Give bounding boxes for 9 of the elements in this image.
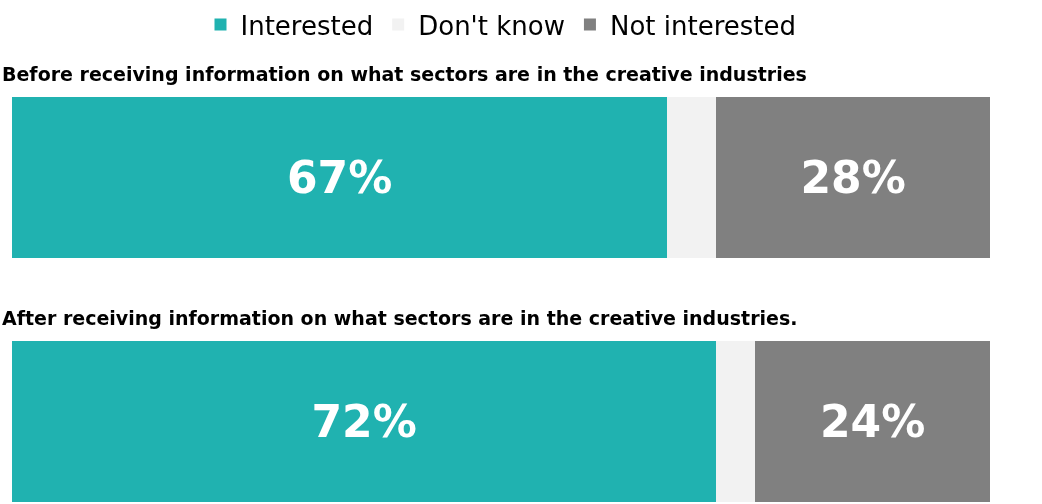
data-label: 67% — [286, 151, 393, 203]
legend-label: Interested — [240, 10, 374, 41]
legend-label: Not interested — [609, 10, 796, 41]
legend-label: Don't know — [418, 10, 565, 41]
y-tick-label: After receiving information on what sectors are in the creative industries. — [2, 307, 798, 329]
data-label: 72% — [311, 395, 417, 447]
data-label: 24% — [819, 395, 926, 447]
y-tick-label: Before receiving information on what sectors are in the creative industries — [2, 63, 807, 85]
data-label: 28% — [800, 151, 906, 203]
